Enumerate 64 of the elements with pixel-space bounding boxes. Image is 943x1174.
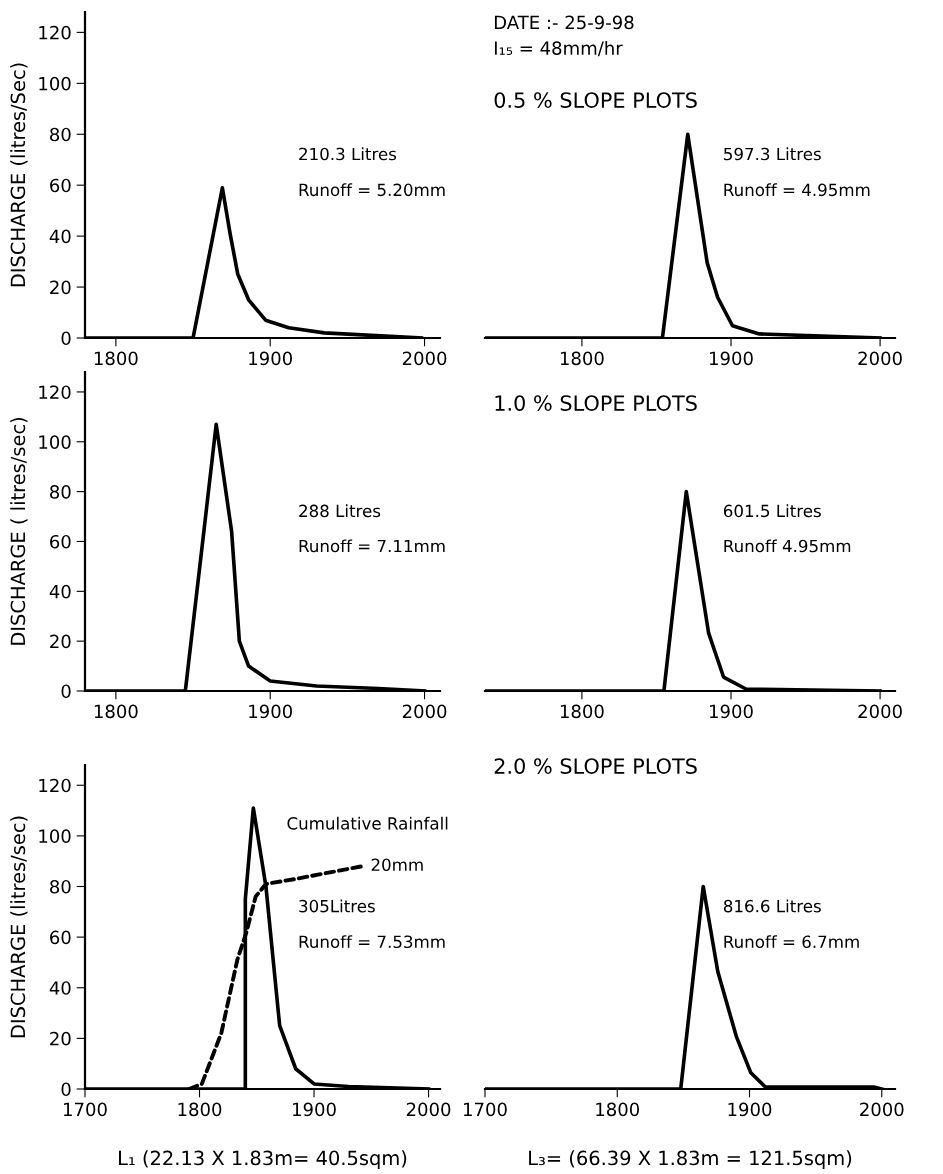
x-tick-label: 1900	[249, 351, 292, 366]
y-tick-label: 20	[50, 634, 71, 649]
annotation: Runoff = 5.20mm	[299, 183, 445, 197]
chart-subtitle: DATE :- 25-9-98 I₁₅ = 48mm/hr	[494, 15, 634, 57]
y-tick-label: 0	[61, 684, 71, 699]
annotation: 288 Litres	[299, 504, 381, 518]
y-tick-label: 20	[50, 280, 71, 295]
annotation: Runoff = 6.7mm	[724, 935, 859, 949]
annotation: 210.3 Litres	[299, 147, 397, 161]
x-tick-label: 1900	[728, 1102, 772, 1117]
y-tick-label: 20	[50, 1031, 71, 1046]
y-tick-label: 40	[49, 229, 71, 244]
chart-title: 2.0 % SLOPE PLOTS	[494, 758, 697, 774]
y-tick-label: 60	[50, 178, 71, 193]
x-tick-label: 1700	[464, 1102, 507, 1117]
y-tick-label: 120	[39, 25, 71, 40]
x-tick-label: 1800	[94, 351, 138, 366]
y-tick-label: 0	[61, 1082, 71, 1097]
y-axis-title: DISCHARGE (litres/sec)	[10, 816, 28, 1038]
y-tick-label: 80	[50, 879, 71, 894]
annotation: 816.6 Litres	[723, 899, 821, 913]
chart-title: 1.0 % SLOPE PLOTS	[495, 395, 697, 411]
text: Cumulative Rainfall	[287, 816, 448, 830]
x-tick-label: 2000	[858, 351, 902, 366]
x-tick-label: 1800	[178, 1102, 222, 1117]
y-tick-label: 80	[50, 485, 71, 499]
x-tick-label: 1900	[710, 351, 753, 366]
chart-title: 0.5 % SLOPE PLOTS	[494, 92, 697, 108]
x-axis-title: L₁ (22.13 X 1.83m= 40.5sqm)	[119, 1150, 407, 1170]
y-tick-label: 100	[39, 76, 71, 91]
annotation: 597.3 Litres	[724, 147, 821, 161]
y-tick-label: 120	[39, 385, 71, 400]
annotation: Runoff = 7.11mm	[299, 539, 445, 553]
y-axis-title: DISCHARGE (litres/Sec)	[10, 63, 28, 287]
y-tick-label: 100	[39, 435, 71, 449]
x-tick-label: 1800	[560, 704, 604, 719]
y-tick-label: 80	[50, 127, 71, 142]
x-tick-label: 1900	[249, 704, 292, 719]
x-tick-label: 1900	[710, 704, 753, 719]
annotation: 305Litres	[299, 899, 375, 913]
y-tick-label: 40	[49, 584, 71, 599]
annotation: Runoff = 4.95mm	[724, 183, 870, 197]
x-tick-label: 2000	[858, 704, 902, 719]
annotation: 601.5 Litres	[723, 504, 821, 518]
x-axis-title: L₃= (66.39 X 1.83m = 121.5sqm)	[529, 1150, 852, 1170]
annotation: 20mm	[371, 858, 423, 872]
y-tick-label: 0	[61, 331, 71, 346]
annotation: Runoff = 7.53mm	[299, 935, 445, 949]
x-tick-label: 2000	[406, 1102, 451, 1117]
annotation: Runoff 4.95mm	[724, 539, 851, 553]
y-tick-label: 60	[50, 930, 71, 945]
x-tick-label: 1700	[64, 1102, 107, 1117]
y-tick-label: 60	[50, 534, 71, 549]
x-tick-label: 1800	[560, 351, 604, 366]
y-axis-title: DISCHARGE ( litres/sec)	[10, 417, 28, 645]
x-tick-label: 1800	[94, 704, 138, 719]
x-tick-label: 2000	[860, 1102, 904, 1117]
x-tick-label: 2000	[402, 351, 447, 366]
y-tick-label: 40	[49, 981, 71, 995]
y-tick-label: 120	[39, 778, 71, 793]
x-tick-label: 1800	[596, 1102, 640, 1117]
x-tick-label: 2000	[402, 704, 447, 719]
y-tick-label: 100	[39, 829, 71, 843]
x-tick-label: 1900	[293, 1102, 336, 1117]
